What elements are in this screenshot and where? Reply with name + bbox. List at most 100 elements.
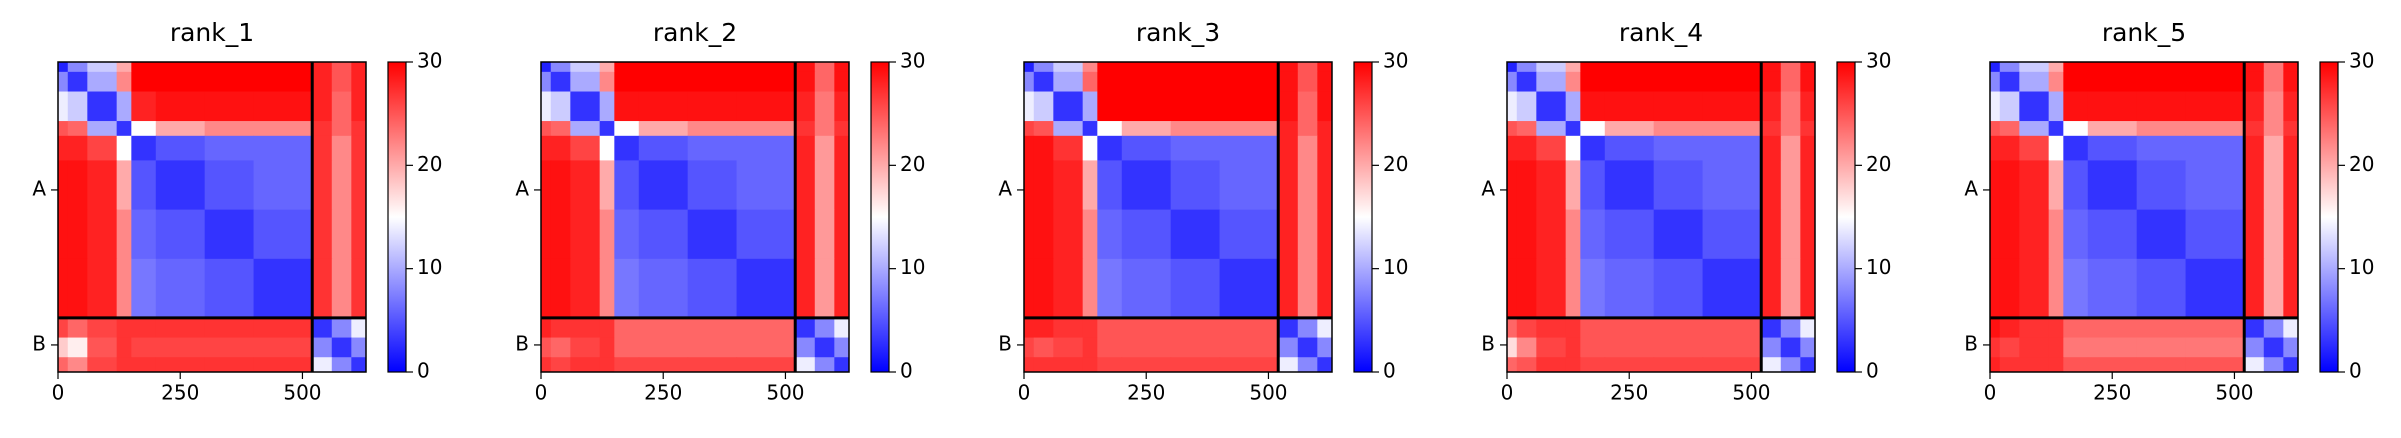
- heatmap-cell: [1565, 91, 1581, 122]
- heatmap-cell: [541, 62, 552, 73]
- heatmap-cell: [1999, 135, 2020, 161]
- heatmap-cell: [834, 160, 850, 211]
- heatmap-cell: [834, 121, 850, 137]
- heatmap-cell: [1999, 317, 2020, 339]
- heatmap-cell: [638, 317, 689, 339]
- heatmap-cell: [541, 91, 552, 122]
- heatmap-cell: [795, 91, 816, 122]
- heatmap-cell: [1297, 357, 1318, 373]
- heatmap-cell: [204, 357, 255, 373]
- heatmap-cell: [541, 258, 552, 319]
- heatmap-cell: [116, 135, 132, 161]
- heatmap-cell: [2087, 91, 2138, 122]
- heatmap-cell: [2263, 337, 2284, 358]
- heatmap-cell: [116, 160, 132, 211]
- heatmap-cell: [1053, 337, 1084, 358]
- colorbar: [870, 61, 890, 373]
- heatmap-cell: [204, 121, 255, 137]
- heatmap-cell: [2244, 317, 2265, 339]
- heatmap-cell: [1082, 91, 1098, 122]
- heatmap-cell: [2063, 62, 2089, 73]
- heatmap-cell: [814, 121, 835, 137]
- heatmap-cell: [58, 209, 69, 260]
- heatmap-cell: [1800, 71, 1816, 93]
- heatmap-cell: [1507, 160, 1518, 211]
- heatmap-cell: [312, 91, 333, 122]
- heatmap-cell: [638, 258, 689, 319]
- heatmap-cell: [1761, 337, 1782, 358]
- heatmap-cell: [2263, 62, 2284, 73]
- heatmap-cell: [1999, 62, 2020, 73]
- heatmap-cell: [2063, 337, 2089, 358]
- heatmap-cell: [1097, 62, 1123, 73]
- heatmap-cell: [541, 317, 552, 339]
- heatmap-cell: [2263, 135, 2284, 161]
- heatmap-cell: [204, 91, 255, 122]
- heatmap-cell: [2136, 209, 2187, 260]
- heatmap-cell: [834, 62, 850, 73]
- heatmap-cell: [253, 337, 313, 358]
- heatmap-cell: [155, 258, 206, 319]
- heatmap-cell: [1565, 135, 1581, 161]
- heatmap-cell: [116, 258, 132, 319]
- heatmap-cell: [1219, 258, 1279, 319]
- colorbar-tick-label: 10: [1866, 255, 1891, 279]
- heatmap-cell: [2185, 121, 2245, 137]
- heatmap-cell: [1170, 91, 1221, 122]
- heatmap-cell: [638, 121, 689, 137]
- heatmap-cell: [1507, 317, 1518, 339]
- heatmap-cell: [351, 258, 367, 319]
- heatmap-cell: [2136, 317, 2187, 339]
- heatmap-cell: [1761, 357, 1782, 373]
- heatmap-cell: [1053, 91, 1084, 122]
- heatmap-cell: [1604, 135, 1655, 161]
- heatmap-cell: [814, 209, 835, 260]
- heatmap-cell: [58, 62, 69, 73]
- heatmap-cell: [131, 135, 157, 161]
- heatmap-cell: [2136, 91, 2187, 122]
- heatmap-cell: [2185, 337, 2245, 358]
- heatmap-cell: [1121, 209, 1172, 260]
- heatmap-cell: [1565, 62, 1581, 73]
- colorbar-tick-label: 30: [900, 49, 925, 73]
- heatmap-cell: [1999, 258, 2020, 319]
- heatmap-cell: [87, 121, 118, 137]
- heatmap-cell: [1121, 258, 1172, 319]
- heatmap-cell: [1121, 135, 1172, 161]
- heatmap-cell: [599, 209, 615, 260]
- heatmap-cell: [541, 337, 552, 358]
- heatmap-cell: [638, 337, 689, 358]
- heatmap-cell: [1702, 62, 1762, 73]
- heatmap-cell: [1565, 357, 1581, 373]
- heatmap-cell: [814, 317, 835, 339]
- heatmap-cell: [1580, 71, 1606, 93]
- heatmap-cell: [204, 258, 255, 319]
- heatmap-cell: [1082, 337, 1098, 358]
- heatmap-cell: [116, 121, 132, 137]
- heatmap-cell: [570, 209, 601, 260]
- heatmap-cell: [1317, 337, 1333, 358]
- heatmap-cell: [2185, 91, 2245, 122]
- heatmap-cell: [155, 160, 206, 211]
- y-tick-label: A: [998, 176, 1012, 200]
- heatmap-cell: [2263, 258, 2284, 319]
- heatmap-cell: [1317, 62, 1333, 73]
- heatmap-cell: [1297, 71, 1318, 93]
- x-tick-label: 500: [766, 381, 804, 405]
- heatmap-cell: [687, 91, 738, 122]
- heatmap-cell: [1024, 337, 1035, 358]
- heatmap-cell: [614, 71, 640, 93]
- heatmap-cell: [331, 62, 352, 73]
- heatmap-cell: [1317, 91, 1333, 122]
- heatmap-cell: [1516, 62, 1537, 73]
- heatmap-cell: [1033, 337, 1054, 358]
- heatmap-cell: [1053, 62, 1084, 73]
- x-tick-label: 0: [52, 381, 65, 405]
- heatmap-cell: [253, 160, 313, 211]
- heatmap-cell: [2048, 337, 2064, 358]
- heatmap-cell: [155, 357, 206, 373]
- heatmap-cell: [1653, 337, 1704, 358]
- heatmap-cell: [155, 121, 206, 137]
- heatmap-cell: [331, 160, 352, 211]
- heatmap-cell: [1097, 71, 1123, 93]
